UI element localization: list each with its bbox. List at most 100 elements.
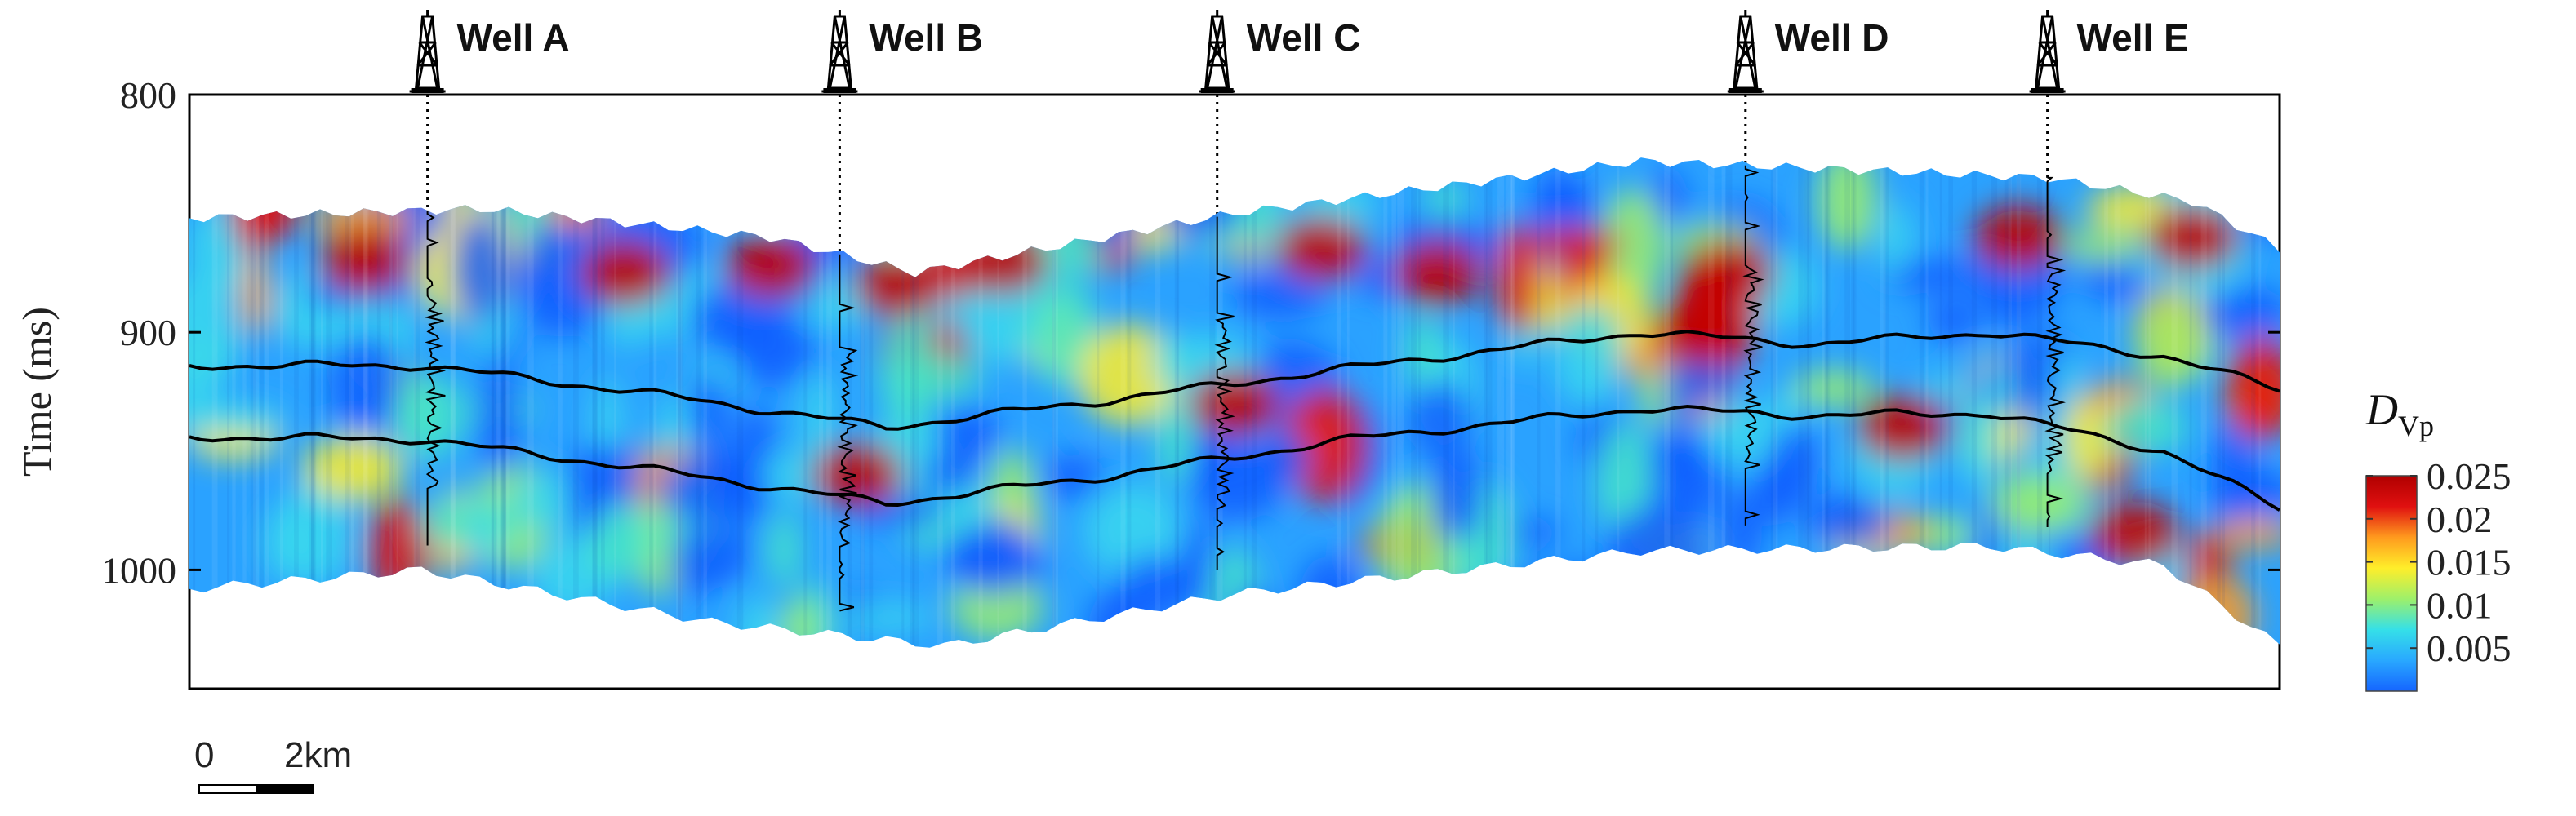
trace-stripe <box>1336 157 1341 648</box>
trace-stripe <box>1824 157 1831 648</box>
trace-stripe <box>676 157 683 648</box>
anomaly-blob <box>2185 529 2232 586</box>
anomaly-blob <box>465 509 497 563</box>
trace-stripe <box>1391 157 1396 648</box>
hot-anomaly <box>2147 204 2238 270</box>
trace-stripe <box>326 157 332 648</box>
anomaly-blob <box>1768 582 1857 644</box>
anomaly-blob <box>1777 588 1842 648</box>
seismic-section <box>189 157 2280 648</box>
trace-stripe <box>1022 157 1027 648</box>
trace-stripe <box>211 157 218 648</box>
trace-stripe <box>2251 157 2256 648</box>
anomaly-blob <box>1405 315 1442 385</box>
trace-stripe <box>803 157 808 648</box>
anomaly-blob <box>2211 419 2258 534</box>
trace-stripe <box>901 157 905 648</box>
trace-stripe <box>592 157 598 648</box>
trace-stripe <box>1798 157 1804 648</box>
trace-stripe <box>736 157 744 648</box>
trace-stripe <box>309 157 314 648</box>
well-log-trace <box>2044 176 2067 527</box>
anomaly-blob <box>1597 422 1653 538</box>
trace-stripe <box>1948 157 1953 648</box>
anomaly-blob <box>766 512 802 587</box>
anomaly-blob <box>1644 438 1694 485</box>
anomaly-blob <box>189 277 238 396</box>
trace-stripe <box>253 157 259 648</box>
anomaly-blob <box>1496 570 1573 648</box>
anomaly-blob <box>1769 423 1818 504</box>
trace-stripe <box>1844 157 1850 648</box>
anomaly-blob <box>1599 188 1666 304</box>
anomaly-blob <box>1264 614 1301 648</box>
hot-anomaly <box>812 441 902 508</box>
trace-stripe <box>1209 157 1216 648</box>
anomaly-blob <box>1803 610 1867 648</box>
trace-stripe <box>2200 157 2207 648</box>
anomaly-blob <box>450 211 511 323</box>
anomaly-blob <box>1083 157 1145 250</box>
trace-stripe <box>869 157 874 648</box>
anomaly-blob <box>942 531 1039 579</box>
anomaly-blob <box>513 222 612 338</box>
anomaly-blob <box>1555 561 1600 648</box>
anomaly-blob <box>2063 228 2143 264</box>
trace-stripe <box>2016 157 2022 648</box>
horizon-upper <box>189 330 2280 431</box>
trace-stripe <box>1506 157 1512 648</box>
well-label: Well B <box>869 16 983 59</box>
trace-stripe <box>311 157 315 648</box>
wells-layer: Well A Well B Well C Well D Well E <box>409 10 2189 255</box>
trace-stripe <box>649 157 653 648</box>
trace-stripe <box>389 157 393 648</box>
well-log-trace <box>424 210 447 546</box>
anomaly-blob <box>1924 574 2010 624</box>
trace-stripe <box>1664 157 1671 648</box>
anomaly-blob <box>1284 387 1368 504</box>
trace-stripe <box>1770 157 1776 648</box>
trace-stripe <box>1880 157 1886 648</box>
trace-stripe <box>1443 157 1449 648</box>
anomaly-blob <box>659 454 761 526</box>
trace-stripe <box>860 157 865 648</box>
trace-stripe <box>193 157 196 648</box>
hot-anomaly <box>1392 240 1483 306</box>
trace-stripe <box>500 157 507 648</box>
hot-anomaly <box>318 228 409 294</box>
trace-stripe <box>260 157 264 648</box>
anomaly-blob <box>1983 366 2013 414</box>
trace-stripe <box>362 157 369 648</box>
anomaly-blob <box>448 619 540 648</box>
anomaly-blob <box>1083 483 1182 578</box>
colorbar-gradient <box>2365 475 2418 692</box>
trace-stripe <box>2189 157 2192 648</box>
anomaly-blob <box>1790 370 1876 407</box>
trace-stripe <box>1822 157 1826 648</box>
scale-bar: 0 2km <box>194 735 352 794</box>
trace-stripe <box>502 157 506 648</box>
anomaly-blob <box>303 435 403 501</box>
trace-stripe <box>1537 157 1541 648</box>
trace-stripe <box>1971 157 1977 648</box>
anomaly-blob <box>240 254 270 335</box>
scale-label-2km: 2km <box>284 735 352 775</box>
trace-stripe <box>1176 157 1180 648</box>
well-label: Well C <box>1247 16 1361 59</box>
hot-anomaly <box>1857 394 1947 460</box>
anomaly-blob <box>1532 227 1625 257</box>
anomaly-blob <box>879 222 922 259</box>
trace-stripe <box>500 157 507 648</box>
hot-anomaly <box>580 240 670 306</box>
trace-stripe <box>2036 157 2043 648</box>
colorbar-title: DVp <box>2365 385 2434 442</box>
scale-label-zero: 0 <box>194 735 214 775</box>
trace-stripe <box>1397 157 1404 648</box>
well-log-trace <box>1742 165 1764 526</box>
trace-stripe <box>1555 157 1561 648</box>
trace-stripe <box>1851 157 1855 648</box>
trace-stripe <box>601 157 605 648</box>
trace-stripe <box>1825 157 1829 648</box>
